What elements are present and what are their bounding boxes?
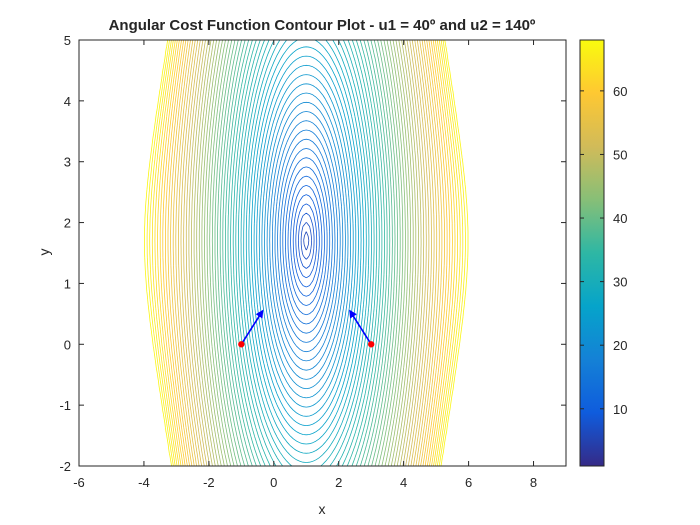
x-tick-label: 4 (400, 475, 407, 490)
contour-level (149, 40, 464, 466)
contour-level (185, 40, 427, 466)
sensor-direction-arrow (349, 309, 372, 345)
y-tick-label: 2 (64, 216, 71, 231)
y-axis-ticks: -2 -1 0 1 2 3 4 5 (59, 33, 566, 474)
sensor-direction-arrow (240, 309, 264, 345)
contour-level (261, 83, 351, 399)
contour-level (248, 40, 365, 445)
contour-level (251, 46, 362, 436)
contour-level (269, 111, 344, 371)
x-axis-label: x (319, 501, 326, 517)
contour-level (274, 129, 338, 353)
y-tick-label: -2 (59, 459, 71, 474)
contour-level (222, 40, 391, 466)
contour-level (256, 64, 357, 417)
colorbar-tick-label: 60 (613, 84, 627, 99)
contour-level (211, 40, 401, 466)
contour-level (159, 40, 453, 466)
y-tick-label: 4 (64, 94, 71, 109)
contour-level (165, 40, 448, 466)
x-tick-label: -6 (73, 475, 85, 490)
y-tick-label: 1 (64, 276, 71, 291)
contour-level (154, 40, 458, 466)
contour-level (167, 40, 445, 466)
contour-level (214, 40, 398, 466)
x-tick-label: -2 (203, 475, 215, 490)
contour-level (300, 222, 312, 260)
contour-level (266, 101, 346, 380)
contour-level (232, 40, 380, 466)
contour-lines (144, 40, 469, 466)
contour-level (151, 40, 461, 466)
sensor-markers (238, 309, 375, 348)
contour-level (292, 194, 320, 288)
contour-level (162, 40, 451, 466)
contour-level (279, 148, 333, 334)
contour-level (204, 40, 409, 466)
colorbar-tick-label: 20 (613, 338, 627, 353)
contour-level (258, 74, 354, 408)
contour-level (146, 40, 466, 466)
x-axis-ticks: -6 -4 -2 0 2 4 6 8 (73, 40, 537, 490)
x-tick-label: 8 (530, 475, 537, 490)
contour-level (206, 40, 406, 466)
contour-level (227, 40, 385, 466)
y-tick-label: 3 (64, 155, 71, 170)
contour-level (219, 40, 393, 466)
colorbar-tick-label: 50 (613, 147, 627, 162)
contour-level (230, 40, 383, 466)
y-axis-label: y (36, 249, 52, 256)
sensor-point (368, 341, 375, 348)
contour-level (180, 40, 432, 466)
contour-level (183, 40, 430, 466)
x-tick-label: 2 (335, 475, 342, 490)
contour-level (191, 40, 422, 466)
contour-level (217, 40, 396, 466)
contour-level (285, 166, 328, 316)
colorbar-tick-label: 10 (613, 402, 627, 417)
contour-level (245, 40, 367, 454)
contour-level (264, 92, 349, 389)
contour-level (298, 212, 315, 269)
colorbar-tick-label: 30 (613, 275, 627, 290)
contour-level (178, 40, 435, 466)
x-tick-label: 0 (270, 475, 277, 490)
contour-level (282, 157, 331, 325)
y-tick-label: 5 (64, 33, 71, 48)
contour-level (193, 40, 419, 466)
y-tick-label: -1 (59, 398, 71, 413)
contour-level (303, 231, 310, 251)
contour-level (144, 40, 469, 466)
contour-level (272, 120, 341, 362)
contour-level (243, 40, 370, 463)
contour-level (157, 40, 456, 466)
contour-level (287, 175, 325, 306)
plot-area-frame (78, 39, 567, 467)
contour-level (170, 40, 443, 466)
contour-level (198, 40, 414, 466)
contour-level (295, 203, 318, 279)
chart-title: Angular Cost Function Contour Plot - u1 … (109, 17, 536, 34)
contour-level (201, 40, 411, 466)
contour-level (175, 40, 438, 466)
contour-level (196, 40, 417, 466)
colorbar-ticks: 10 20 30 40 50 60 (580, 84, 627, 417)
contour-level (240, 40, 372, 466)
x-tick-label: -4 (138, 475, 150, 490)
x-tick-label: 6 (465, 475, 472, 490)
contour-level (225, 40, 388, 466)
contour-level (290, 185, 323, 297)
sensor-point (238, 341, 245, 348)
y-tick-label: 0 (64, 337, 71, 352)
contour-level (209, 40, 404, 466)
contour-level (277, 138, 336, 343)
contour-level (172, 40, 440, 466)
colorbar-tick-label: 40 (613, 211, 627, 226)
colorbar (579, 39, 605, 467)
contour-level (238, 40, 375, 466)
